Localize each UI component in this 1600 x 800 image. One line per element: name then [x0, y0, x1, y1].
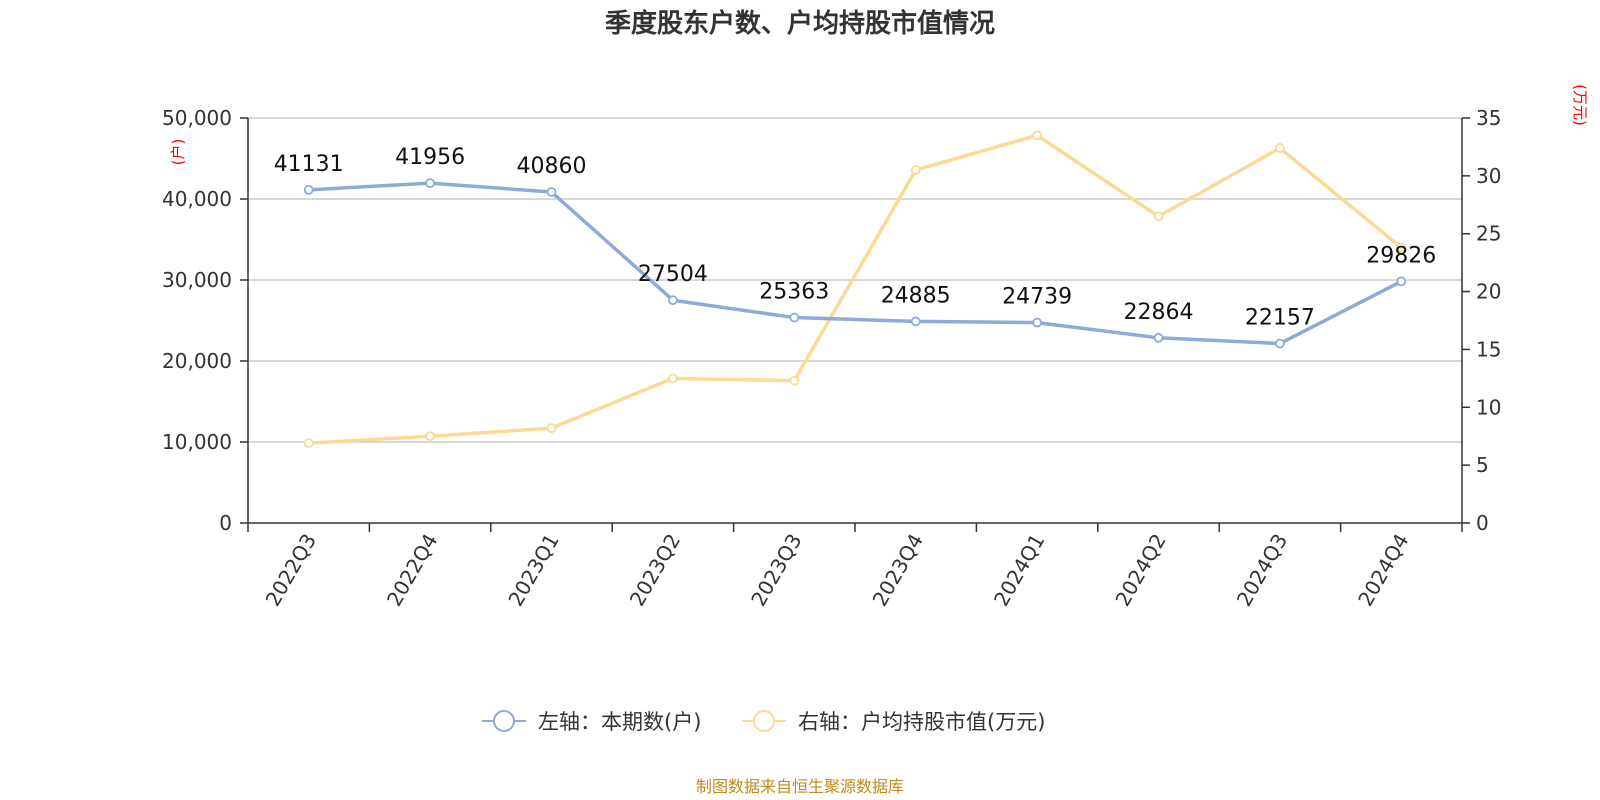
series-0-point	[1032, 317, 1042, 328]
x-axis-tick-label: 2023Q3	[746, 530, 806, 611]
left-axis-tick-label: 0	[219, 511, 232, 535]
data-labels: 41131 41956 40860 27504 25363 24885 24739 22864…	[274, 145, 1437, 330]
x-axis-tick-label: 2024Q1	[989, 530, 1049, 611]
series-0-point	[910, 316, 921, 327]
data-label: 22157	[1245, 306, 1315, 331]
data-label: 24885	[881, 283, 951, 308]
series	[303, 130, 1407, 449]
data-label: 40860	[517, 154, 587, 179]
x-axis-tick-label: 2023Q2	[625, 530, 685, 611]
left-axis-tick-label: 40,000	[162, 187, 232, 211]
chart-title: 季度股东户数、户均持股市值情况	[605, 8, 995, 39]
legend[interactable]: 左轴：本期数(户) 右轴：户均持股市值(万元)	[482, 710, 1045, 734]
right-axis-tick-label: 25	[1476, 222, 1501, 246]
right-axis-tick-label: 15	[1476, 337, 1501, 361]
series-1-point	[425, 431, 436, 442]
right-axis-tick-label: 20	[1476, 280, 1501, 304]
series-1-point	[1396, 242, 1407, 253]
x-axis-tick-label: 2023Q4	[868, 530, 928, 611]
series-1-point	[303, 438, 314, 449]
legend-label: 左轴：本期数(户)	[538, 710, 701, 734]
left-axis-tick-label: 50,000	[162, 106, 232, 130]
series-1-point	[1275, 143, 1285, 153]
axes: 010,00020,00030,00040,00050,000051015202…	[162, 106, 1501, 610]
legend-label: 右轴：户均持股市值(万元)	[798, 710, 1045, 734]
legend-swatch-marker	[753, 710, 775, 732]
series-0-point	[303, 184, 314, 195]
series-line-0	[308, 181, 1403, 346]
left-axis-tick-label: 10,000	[162, 430, 232, 454]
series-0-point	[546, 187, 557, 197]
gridlines	[248, 117, 1462, 443]
left-axis-unit: (户)	[169, 139, 187, 166]
data-label: 41131	[274, 152, 344, 177]
data-label: 25363	[759, 280, 829, 305]
data-label: 27504	[638, 262, 708, 287]
data-label: 29826	[1366, 243, 1436, 268]
series-1-point	[1153, 211, 1164, 222]
series-1-point	[789, 375, 800, 386]
data-label: 24739	[1002, 285, 1072, 310]
series-1-point	[546, 423, 557, 434]
x-axis-tick-label: 2022Q3	[261, 530, 321, 611]
series-line-1	[308, 133, 1403, 445]
x-axis-tick-label: 2024Q4	[1353, 530, 1413, 611]
x-axis-tick-label: 2024Q2	[1110, 530, 1170, 611]
series-1-point	[910, 165, 921, 175]
series-1-point	[1032, 130, 1042, 141]
x-axis-tick-label: 2023Q1	[503, 530, 563, 611]
right-axis-tick-label: 35	[1476, 106, 1501, 130]
x-axis-tick-label: 2022Q4	[382, 530, 442, 611]
left-axis-tick-label: 20,000	[162, 349, 232, 373]
series-0-point	[1153, 332, 1164, 343]
series-0-point	[425, 178, 436, 189]
series-0-point	[789, 312, 800, 323]
right-axis-tick-label: 30	[1476, 164, 1501, 188]
data-label: 41956	[395, 145, 465, 170]
right-axis-tick-label: 5	[1476, 453, 1489, 477]
right-axis-tick-label: 0	[1476, 511, 1489, 535]
x-axis-tick-label: 2024Q3	[1232, 530, 1292, 611]
series-0-point	[668, 295, 678, 306]
right-axis-unit: (万元)	[1571, 84, 1589, 126]
series-0-point	[1275, 338, 1285, 349]
left-axis-tick-label: 30,000	[162, 268, 232, 292]
legend-swatch-marker	[493, 710, 515, 732]
series-1-point	[668, 373, 678, 384]
right-axis-tick-label: 10	[1476, 395, 1501, 419]
series-0-point	[1396, 276, 1407, 287]
data-label: 22864	[1124, 300, 1194, 325]
source-note: 制图数据来自恒生聚源数据库	[696, 777, 904, 796]
